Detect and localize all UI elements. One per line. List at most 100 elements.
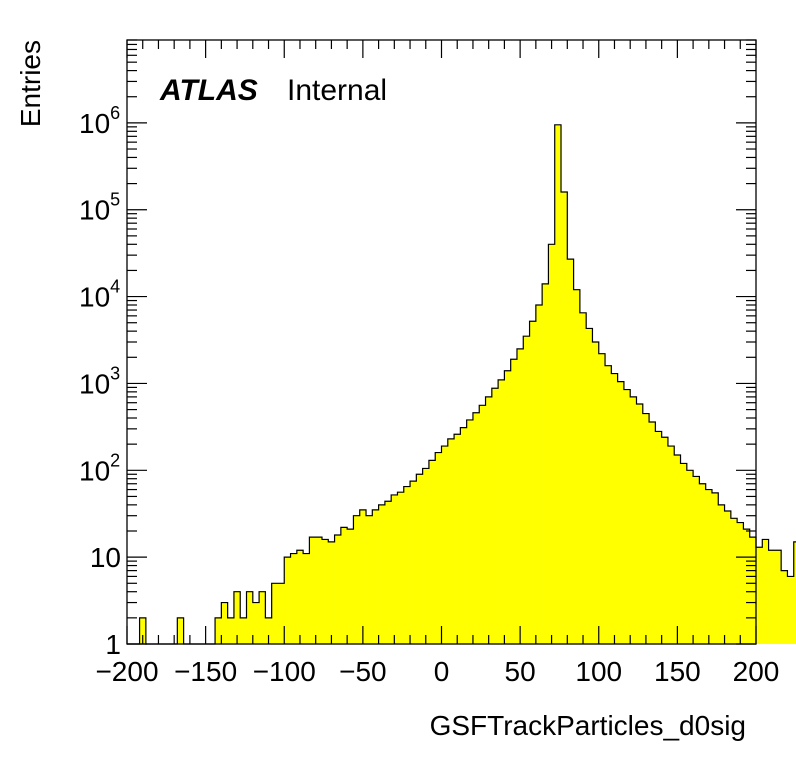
histogram-bin (510, 359, 518, 644)
x-tick-label: −200 (95, 656, 158, 687)
histogram-bin (680, 463, 688, 644)
histogram-bin (542, 283, 549, 644)
atlas-label: ATLAS (159, 74, 258, 107)
histogram-bin (321, 539, 329, 644)
histogram-bin (793, 541, 796, 644)
histogram-bin (265, 617, 272, 644)
histogram-bin (422, 468, 430, 644)
histogram-bin (366, 515, 373, 644)
histogram-bin (340, 527, 348, 644)
histogram-bin (334, 534, 342, 644)
histogram-bin (743, 529, 751, 644)
x-tick-label: −50 (339, 656, 387, 687)
histogram-bin (787, 576, 795, 644)
y-tick-labels: 1 10 102 103 104 105 106 (79, 103, 121, 660)
histogram-bin (139, 617, 147, 644)
histogram-bin (667, 446, 675, 644)
histogram-bin (391, 494, 398, 644)
histogram-bin (567, 259, 574, 644)
histogram-bin (573, 289, 581, 644)
histogram-bin (416, 474, 423, 644)
histogram-bin (309, 537, 316, 644)
histogram-bin (498, 379, 505, 644)
histogram-bin (592, 342, 600, 644)
histogram-bin (221, 602, 228, 644)
histogram-bin (655, 431, 662, 644)
histogram-bin (586, 328, 593, 644)
x-tick-label: −100 (253, 656, 316, 687)
histogram-bin (410, 481, 417, 644)
histogram-bin (233, 591, 241, 644)
histogram-bin (749, 537, 757, 644)
histogram-bin (699, 483, 706, 644)
histogram-bin (240, 617, 247, 644)
y-tick-label: 103 (79, 363, 120, 399)
y-tick-label: 106 (79, 103, 120, 139)
histogram-bin (630, 396, 637, 644)
histogram-bin (516, 348, 524, 644)
histogram-bin (479, 405, 486, 644)
histogram-bin (378, 504, 386, 644)
x-tick-label: 150 (654, 656, 701, 687)
x-tick-label: −150 (174, 656, 237, 687)
histogram-bin (491, 388, 499, 644)
histogram-bin (447, 438, 455, 644)
x-tick-label: 0 (434, 656, 450, 687)
histogram-bin (315, 537, 323, 644)
histogram-bin (661, 437, 669, 644)
x-axis-label: GSFTrackParticles_d0sig (430, 710, 746, 741)
histogram-bin (485, 396, 493, 644)
histogram-bin (548, 244, 556, 645)
histogram-bin (730, 518, 738, 644)
x-tick-label: 50 (505, 656, 536, 687)
histogram-bin (252, 602, 260, 644)
histogram-bin (554, 124, 562, 645)
histogram-bin (259, 591, 266, 644)
histogram-bin (623, 389, 631, 644)
histogram-bin (737, 522, 744, 644)
histogram-bin (428, 460, 436, 644)
histogram-bin (756, 547, 763, 644)
histogram-bin (454, 434, 461, 644)
histogram-bin (711, 492, 719, 644)
histogram-bin (347, 529, 354, 644)
histogram-bin (693, 476, 700, 644)
y-tick-label: 104 (79, 277, 120, 313)
y-tick-label: 1 (105, 629, 121, 660)
histogram-bin (303, 553, 310, 644)
histogram-bin (227, 617, 235, 644)
histogram-bin (296, 550, 304, 644)
x-tick-label: 100 (575, 656, 622, 687)
x-tick-label: 200 (733, 656, 780, 687)
histogram-bin (359, 509, 367, 644)
histogram-bin (649, 421, 656, 644)
histogram-bin (762, 539, 769, 644)
histogram-bin (781, 570, 788, 644)
histogram-bin (460, 427, 467, 644)
histogram-bin (636, 403, 644, 644)
histogram-bin (328, 541, 335, 644)
y-tick-label: 102 (79, 450, 120, 486)
x-tick-labels: −200 −150 −100 −50 0 50 100 150 200 (95, 656, 779, 687)
histogram-bin (441, 446, 449, 644)
internal-label: Internal (287, 74, 387, 107)
histogram-bin (466, 419, 474, 644)
histogram-bin (397, 492, 405, 644)
histogram-bin (246, 591, 254, 644)
histogram-outline (127, 124, 796, 645)
histogram-bin (215, 617, 222, 644)
histogram-bin (598, 353, 606, 644)
y-tick-label: 105 (79, 190, 120, 226)
histogram-bin (177, 617, 184, 644)
histogram-bin (435, 452, 442, 644)
histogram-bin (284, 557, 291, 644)
histogram-bin (768, 550, 776, 644)
histogram-bin (724, 510, 732, 644)
y-tick-label: 10 (90, 542, 121, 573)
histogram-bin (523, 336, 530, 644)
histogram-bin (384, 501, 392, 644)
histogram-bin (277, 583, 285, 644)
y-axis-label: Entries (15, 40, 46, 127)
histogram-bin (353, 515, 361, 644)
